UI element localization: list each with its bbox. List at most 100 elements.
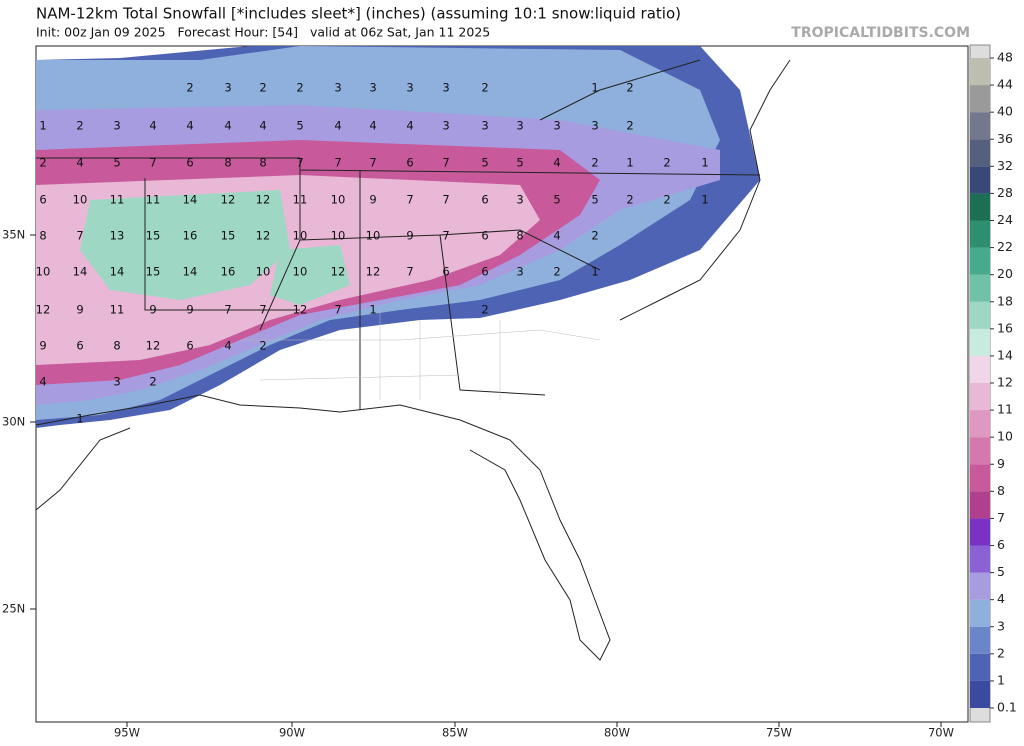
snow-amount-label: 9 [39, 339, 46, 353]
snow-amount-label: 6 [481, 265, 488, 279]
colorbar-label: 48 [997, 50, 1013, 65]
state-borders [36, 59, 761, 410]
snow-amount-label: 6 [186, 339, 193, 353]
snow-amount-label: 2 [481, 303, 488, 317]
snow-amount-label: 7 [76, 229, 83, 243]
colorbar-label: 9 [997, 456, 1005, 471]
snow-amount-label: 12 [331, 265, 346, 279]
snow-amount-label: 13 [110, 229, 125, 243]
colorbar-label: 10 [997, 429, 1013, 444]
snow-amount-label: 5 [481, 156, 488, 170]
colorbar: 0.11234567891011121416182022242832364044… [969, 44, 1017, 723]
snow-amount-label: 11 [110, 303, 125, 317]
snow-amount-label: 7 [406, 193, 413, 207]
snow-amount-label: 7 [369, 156, 376, 170]
longitude-label: 70W [928, 726, 954, 740]
colorbar-label: 1 [997, 672, 1005, 687]
snow-amount-label: 1 [76, 412, 83, 426]
snow-amount-label: 2 [39, 156, 46, 170]
snow-amount-label: 4 [259, 119, 266, 133]
snow-amount-label: 8 [516, 229, 523, 243]
colorbar-label: 28 [997, 185, 1013, 200]
snow-amount-label: 7 [334, 303, 341, 317]
snow-amount-label: 12 [256, 193, 271, 207]
colorbar-label: 6 [997, 537, 1005, 552]
snow-amount-label: 15 [146, 229, 161, 243]
colorbar-segment [970, 58, 990, 86]
longitude-label: 85W [442, 726, 468, 740]
snow-amount-label: 2 [259, 81, 266, 95]
colorbar-segment [970, 85, 990, 113]
snow-amount-label: 3 [369, 81, 376, 95]
subtitle: Init: 00z Jan 09 2025 Forecast Hour: [54… [36, 25, 490, 40]
colorbar-label: 22 [997, 239, 1013, 254]
colorbar-label: 32 [997, 158, 1013, 173]
snow-amount-label: 3 [516, 193, 523, 207]
latitude-label: 30N [2, 415, 25, 429]
snow-amount-label: 5 [591, 193, 598, 207]
latitude-label: 35N [2, 228, 25, 242]
snow-amount-label: 4 [39, 375, 46, 389]
snow-amount-label: 6 [76, 339, 83, 353]
coastline-east [619, 59, 791, 321]
snow-amount-label: 2 [481, 81, 488, 95]
snow-amount-label: 3 [516, 119, 523, 133]
snow-amount-label: 8 [259, 156, 266, 170]
snow-amount-label: 11 [293, 193, 308, 207]
snow-amount-label: 1 [701, 156, 708, 170]
county-borders [240, 310, 601, 400]
snow-amount-label: 4 [553, 156, 560, 170]
snow-amount-label: 7 [149, 156, 156, 170]
colorbar-segment [970, 464, 990, 492]
colorbar-label: 3 [997, 618, 1005, 633]
snow-amount-label: 7 [259, 303, 266, 317]
snow-amount-label: 3 [442, 119, 449, 133]
snow-amount-label: 8 [113, 339, 120, 353]
snow-amount-label: 12 [366, 265, 381, 279]
snow-amount-label: 6 [481, 229, 488, 243]
snow-amount-label: 2 [149, 375, 156, 389]
colorbar-label: 20 [997, 266, 1013, 281]
snow-amount-label: 6 [481, 193, 488, 207]
coastline-tx [35, 427, 131, 511]
colorbar-label: 44 [997, 77, 1013, 92]
colorbar-segment [970, 301, 990, 329]
snow-amount-label: 5 [553, 193, 560, 207]
snow-amount-label: 4 [224, 119, 231, 133]
colorbar-label: 7 [997, 510, 1005, 525]
axes: 35N 30N 25N 95W 90W 85W 80W 75W 70W [2, 228, 954, 740]
colorbar-label: 2 [997, 645, 1005, 660]
snow-amount-label: 7 [442, 193, 449, 207]
snow-amount-label: 2 [626, 81, 633, 95]
snow-amount-label: 11 [146, 193, 161, 207]
title: NAM-12km Total Snowfall [*includes sleet… [36, 5, 681, 23]
snow-amount-label: 2 [591, 156, 598, 170]
colorbar-label: 14 [997, 347, 1013, 362]
snow-amount-label: 3 [481, 119, 488, 133]
colorbar-segment [970, 491, 990, 519]
coastline [35, 394, 611, 661]
snow-amount-label: 3 [334, 81, 341, 95]
colorbar-segment [970, 112, 990, 140]
snow-amount-label: 2 [296, 81, 303, 95]
colorbar-segment [970, 274, 990, 302]
snow-amount-label: 1 [39, 119, 46, 133]
colorbar-segment [970, 653, 990, 681]
snow-amount-label: 12 [256, 229, 271, 243]
colorbar-segment [970, 518, 990, 546]
snow-amount-label: 8 [39, 229, 46, 243]
colorbar-label: 0.1 [997, 700, 1017, 715]
swath-6 [80, 190, 290, 300]
snow-amount-label: 10 [331, 193, 346, 207]
snow-amount-label: 9 [406, 229, 413, 243]
snow-amount-label: 12 [36, 303, 51, 317]
longitude-label: 80W [604, 726, 630, 740]
colorbar-segment [970, 680, 990, 708]
map: 2 3 2 2 3 3 3 3 2 1 21 2 3 4 4 4 4 5 4 4 4 3 3 3 3 3 22 4 5 7 6 8 8 7 7 7 6 7… [35, 45, 969, 723]
snow-amount-label: 4 [334, 119, 341, 133]
snow-amount-label: 4 [149, 119, 156, 133]
snow-amount-label: 10 [293, 229, 308, 243]
snow-amount-label: 12 [293, 303, 308, 317]
snow-amount-label: 10 [331, 229, 346, 243]
